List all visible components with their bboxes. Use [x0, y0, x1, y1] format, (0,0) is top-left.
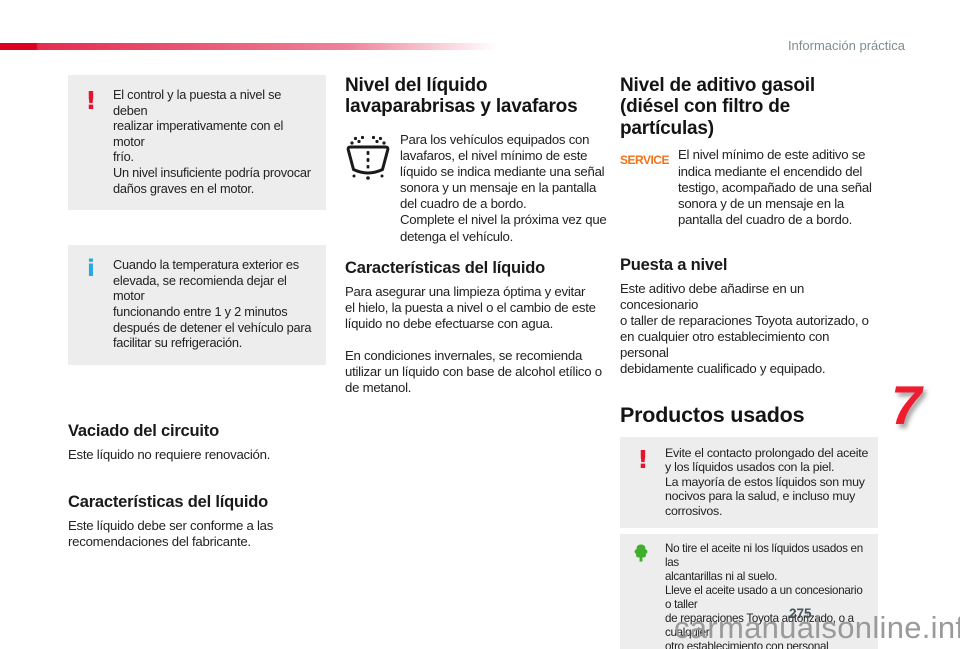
left-fluid-section-body: Este líquido debe ser conforme a las rec… [68, 518, 274, 550]
draining-section-title: Vaciado del circuito [68, 421, 219, 440]
temperature-info-box: i Cuando la temperatura exterior es elev… [68, 245, 326, 365]
used-products-eco-box: No tire el aceite ni los líquidos usados… [620, 534, 878, 649]
mid-fluid-section-body: Para asegurar una limpieza óptima y evit… [345, 283, 602, 396]
topup-section-title: Puesta a nivel [620, 255, 728, 274]
engine-warning-text: El control y la puesta a nivel se deben … [113, 87, 311, 196]
top-accent-bar [0, 43, 497, 50]
additive-section-title: Nivel de aditivo gasoil (diésel con filt… [620, 75, 815, 139]
left-fluid-section-title: Características del líquido [68, 493, 269, 512]
section-header-label: Información práctica [787, 38, 905, 53]
temperature-info-text: Cuando la temperatura exterior es elevad… [113, 257, 312, 351]
washer-section-row: Para los vehículos equipados con lavafar… [345, 132, 607, 245]
tree-icon [632, 542, 654, 649]
draining-section-body: Este líquido no requiere renovación. [68, 446, 271, 462]
exclamation-icon: ! [637, 444, 649, 474]
used-products-warning-box: ! Evite el contacto prolongado del aceit… [620, 436, 878, 529]
watermark-text: carmanualsonline.info [674, 610, 960, 645]
used-products-title: Productos usados [620, 403, 805, 428]
additive-section-row: SERVICE El nivel mínimo de este aditivo … [620, 147, 878, 227]
service-indicator-icon: SERVICE [620, 153, 669, 168]
right-column: Nivel de aditivo gasoil (diésel con filt… [620, 75, 878, 649]
washer-spray-icon [345, 132, 400, 182]
page-number: 275 [789, 606, 812, 621]
washer-section-title: Nivel del líquido lavaparabrisas y lavaf… [345, 75, 578, 118]
washer-section-body: Para los vehículos equipados con lavafar… [400, 131, 607, 244]
mid-fluid-section-title: Características del líquido [345, 258, 546, 277]
middle-column: Nivel del líquido lavaparabrisas y lavaf… [345, 75, 607, 396]
exclamation-icon: ! [85, 86, 97, 115]
chapter-number-badge: 7 [891, 374, 922, 436]
info-icon: i [87, 256, 95, 283]
additive-section-body: El nivel mínimo de este aditivo se indic… [678, 147, 872, 227]
left-column: ! El control y la puesta a nivel se debe… [68, 75, 326, 550]
topup-section-body: Este aditivo debe añadirse en un concesi… [620, 280, 869, 377]
used-products-eco-text: No tire el aceite ni los líquidos usados… [665, 542, 863, 649]
used-products-warning-text: Evite el contacto prolongado del aceite … [665, 445, 869, 518]
engine-warning-box: ! El control y la puesta a nivel se debe… [68, 75, 326, 211]
